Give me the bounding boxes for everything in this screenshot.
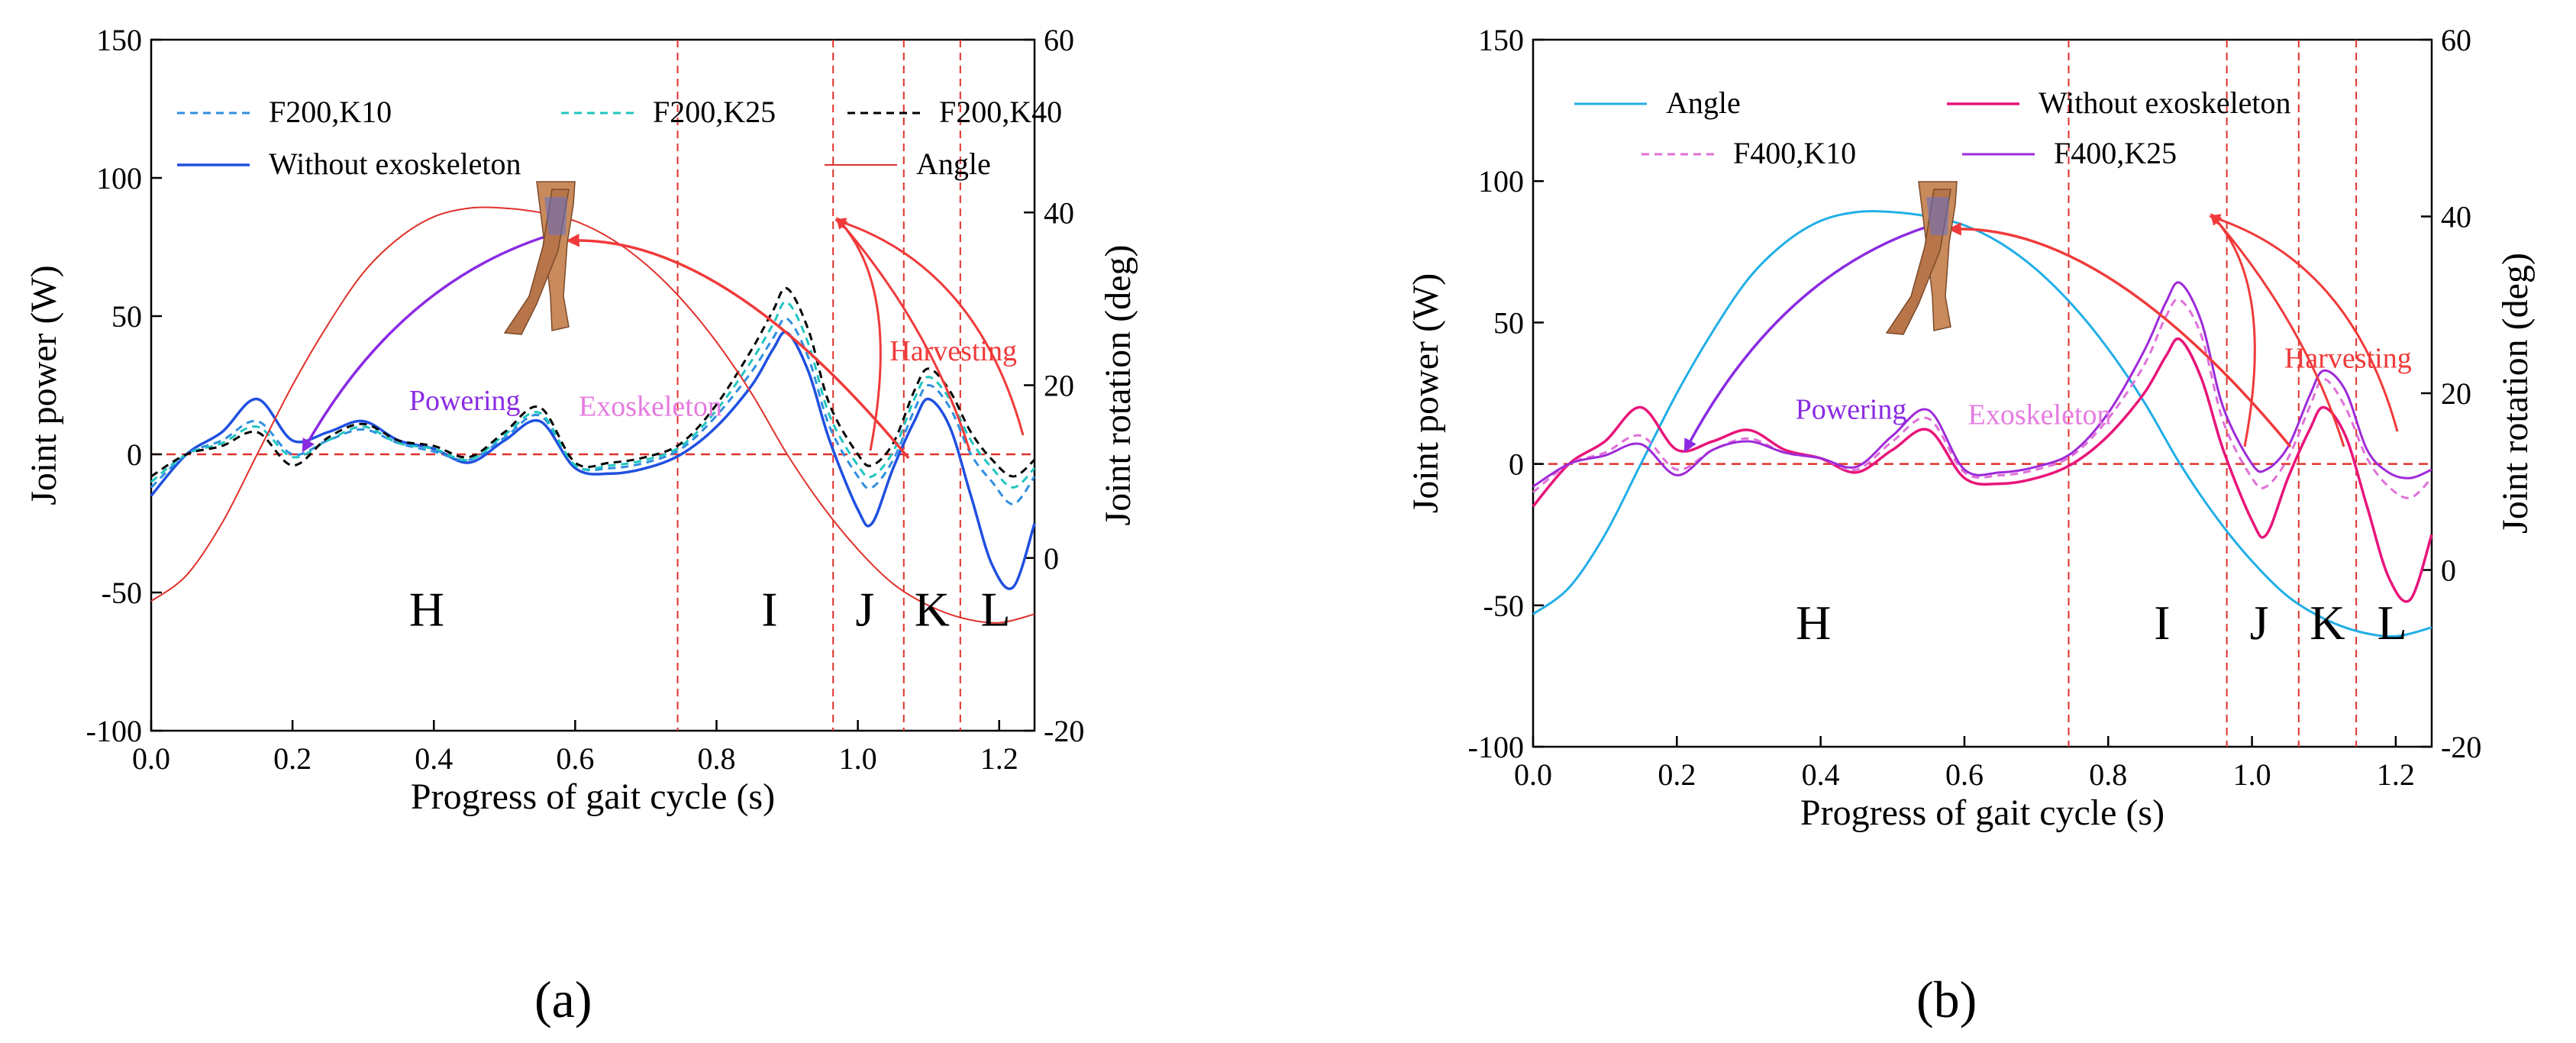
y-tick-label: 50 [111, 299, 142, 334]
legend-label: F400,K10 [1733, 136, 1856, 170]
harvesting-arrow [834, 218, 1025, 436]
plot-frame [1532, 38, 2433, 748]
phase-label-i: I [2154, 596, 2170, 650]
x-tick-label: 0.4 [415, 741, 453, 776]
harvesting-arrow [2210, 213, 2256, 447]
x-tick-label: 0.2 [1658, 757, 1696, 792]
y-right-tick-label: 60 [1044, 23, 1074, 57]
legend-label: Angle [1666, 86, 1741, 120]
exoskeleton-brace [1926, 197, 1949, 235]
phase-label-k: K [915, 582, 950, 636]
exoskeleton-brace [544, 197, 567, 235]
y-right-tick-label: 60 [2441, 23, 2471, 57]
y-axis-label: Joint power (W) [24, 265, 64, 505]
y-right-tick-label: 0 [1044, 541, 1059, 576]
chart-panel-b: 0.0 0.2 0.4 0.6 0.8 1.0 1.2 -100 -50 0 50 100 150 -20… [1406, 23, 2536, 833]
annotation-exoskeleton: Exoskeleton [1968, 399, 2112, 431]
powering-arrow [302, 231, 558, 453]
harvesting-arrow [2208, 214, 2399, 432]
annotation-harvesting: Harvesting [889, 335, 1017, 367]
y-tick-label: -100 [86, 714, 142, 748]
phase-label-k: K [2310, 596, 2345, 650]
y-tick-label: 100 [1478, 164, 1524, 199]
x-tick-label: 1.0 [2233, 757, 2271, 792]
x-tick-label: 0.4 [1802, 757, 1840, 792]
x-tick-label: 0.0 [132, 741, 170, 776]
series-line-without-exoskeleton [150, 331, 1036, 590]
walking-legs-figure [503, 181, 576, 335]
y-right-tick-label: -20 [2441, 730, 2481, 764]
plot-frame [150, 38, 1036, 732]
x-tick-label: 1.2 [980, 741, 1018, 776]
legend-label: F200,K25 [653, 95, 776, 129]
x-tick-label: 0.6 [556, 741, 594, 776]
phase-label-j: J [855, 582, 874, 636]
y-tick-label: 150 [96, 23, 142, 57]
harvesting-arrow [1948, 222, 2292, 448]
harvesting-arrow [566, 234, 910, 460]
walking-legs-figure [1885, 181, 1958, 335]
x-tick-label: 0.0 [1514, 757, 1552, 792]
x-tick-label: 0.8 [2089, 757, 2127, 792]
x-axis-label: Progress of gait cycle (s) [1800, 793, 2164, 833]
y-tick-label: -50 [1483, 589, 1524, 623]
legend-label: F400,K25 [2054, 136, 2177, 170]
panel-label-b: (b) [1916, 970, 1977, 1028]
phase-label-l: L [2377, 596, 2407, 650]
series-line-without-exoskeleton [1532, 337, 2433, 603]
y-tick-label: 0 [1509, 447, 1524, 482]
x-tick-label: 0.8 [697, 741, 735, 776]
legend-label: Without exoskeleton [269, 147, 521, 181]
phase-label-h: H [409, 582, 444, 636]
legend-label: F200,K10 [269, 95, 392, 129]
phase-label-h: H [1796, 596, 1831, 650]
y-tick-label: 50 [1493, 305, 1524, 340]
y-tick-label: -50 [102, 576, 142, 610]
y-right-tick-label: 20 [1044, 369, 1074, 403]
annotation-exoskeleton: Exoskeleton [579, 390, 722, 422]
y-axis-label: Joint power (W) [1406, 273, 1446, 514]
chart-panel-a: 0.0 0.2 0.4 0.6 0.8 1.0 1.2 -100 -50 0 50 100 150 -20… [24, 23, 1138, 817]
y-right-tick-label: 0 [2441, 554, 2456, 588]
y-tick-label: 100 [96, 161, 142, 195]
annotation-powering: Powering [1796, 393, 1907, 425]
y-right-tick-label: 40 [2441, 200, 2471, 234]
harvesting-arrow [2210, 213, 2345, 447]
annotation-harvesting: Harvesting [2284, 343, 2412, 375]
y-tick-label: 0 [127, 438, 142, 472]
y-right-tick-label: -20 [1044, 714, 1084, 748]
harvesting-arrow [836, 217, 882, 451]
phase-label-j: J [2250, 596, 2269, 650]
legend-label: F200,K40 [939, 95, 1062, 129]
phase-label-i: I [761, 582, 777, 636]
y-right-axis-label: Joint rotation (deg) [1098, 245, 1138, 526]
harvesting-arrow [836, 217, 971, 451]
x-tick-label: 1.0 [839, 741, 877, 776]
series-line-f400-k25 [1532, 281, 2432, 488]
series-line-angle [150, 206, 1035, 624]
x-tick-label: 1.2 [2377, 757, 2415, 792]
legend-label: Angle [916, 147, 991, 181]
y-right-tick-label: 20 [2441, 376, 2471, 411]
powering-arrow [1683, 221, 1940, 453]
phase-label-l: L [981, 582, 1011, 636]
legend-label: Without exoskeleton [2039, 86, 2291, 120]
y-right-axis-label: Joint rotation (deg) [2495, 253, 2536, 534]
x-tick-label: 0.6 [1945, 757, 1984, 792]
x-axis-label: Progress of gait cycle (s) [411, 777, 775, 817]
y-tick-label: 150 [1478, 23, 1524, 57]
y-tick-label: -100 [1468, 730, 1524, 764]
x-tick-label: 0.2 [273, 741, 312, 776]
y-right-tick-label: 40 [1044, 195, 1074, 230]
panel-label-a: (a) [534, 970, 592, 1028]
annotation-powering: Powering [409, 385, 521, 417]
